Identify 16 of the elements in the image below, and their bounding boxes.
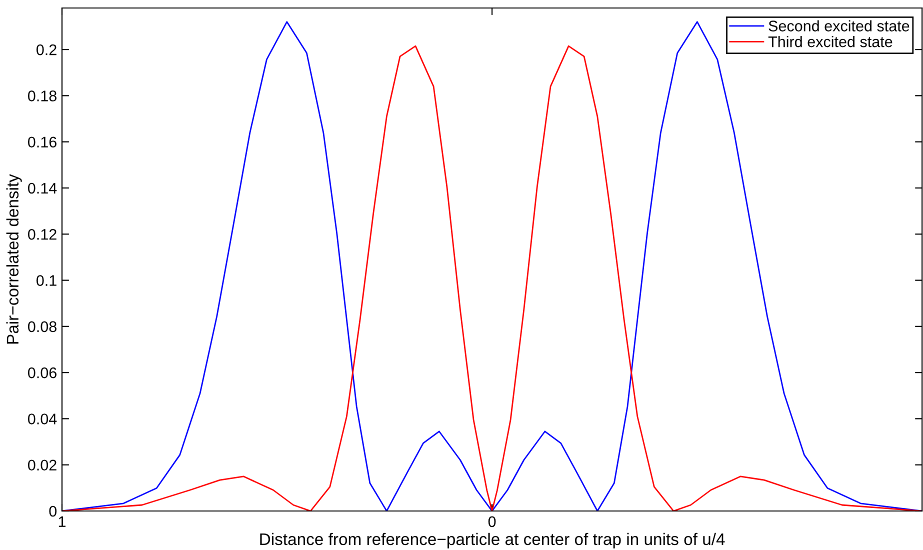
x-tick-label: 1 xyxy=(58,516,66,527)
y-tick-label: 0.04 xyxy=(28,414,57,424)
x-axis-title: Distance from reference−particle at center of trap in units of u/4 xyxy=(260,532,725,548)
y-tick-label: 0.08 xyxy=(28,321,56,332)
y-tick-label: 0.06 xyxy=(28,367,56,378)
y-tick-label: 0.16 xyxy=(28,136,56,148)
y-tick-label: 0.02 xyxy=(28,460,56,471)
y-tick-label: 0.14 xyxy=(28,182,57,194)
y-tick-label: 0.18 xyxy=(28,90,56,102)
y-axis-title: Pair−correlated density xyxy=(6,174,22,344)
y-tick-label: 0 xyxy=(49,506,57,517)
y-tick-label: 0.12 xyxy=(28,228,56,240)
legend-label: Second excited state xyxy=(768,20,910,32)
y-tick-label: 0.2 xyxy=(36,44,56,56)
y-tick-label: 0.1 xyxy=(36,275,56,286)
legend-label: Third excited state xyxy=(768,36,892,48)
